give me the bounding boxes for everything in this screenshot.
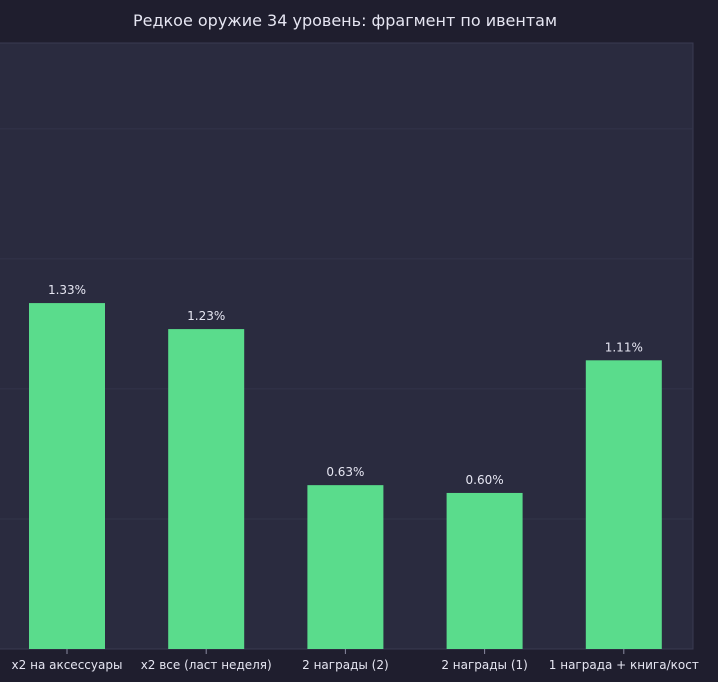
x-tick-label-5: 1 награда + книга/кост [549,658,699,672]
value-label-5: 1.11% [605,340,643,354]
x-axis-ticks: x2 на аксессуары x2 все (ласт неделя) 2 на… [12,649,699,672]
bar-2 [168,329,245,649]
x-tick-label-4: 2 награды (1) [441,658,528,672]
bars [29,303,662,649]
bar-5 [585,360,662,649]
value-label-4: 0.60% [466,473,504,487]
x-tick-label-3: 2 награды (2) [302,658,389,672]
bar-1 [29,303,105,649]
value-label-1: 1.33% [48,283,86,297]
value-labels: 1.33% 1.23% 0.63% 0.60% 1.11% [48,283,643,487]
chart-title: Редкое оружие 34 уровень: фрагмент по ив… [133,11,557,30]
x-tick-label-1: x2 на аксессуары [12,658,123,672]
value-label-3: 0.63% [326,465,364,479]
bar-4 [446,492,523,649]
bar-3 [307,485,384,649]
value-label-2: 1.23% [187,309,225,323]
x-tick-label-2: x2 все (ласт неделя) [141,658,272,672]
